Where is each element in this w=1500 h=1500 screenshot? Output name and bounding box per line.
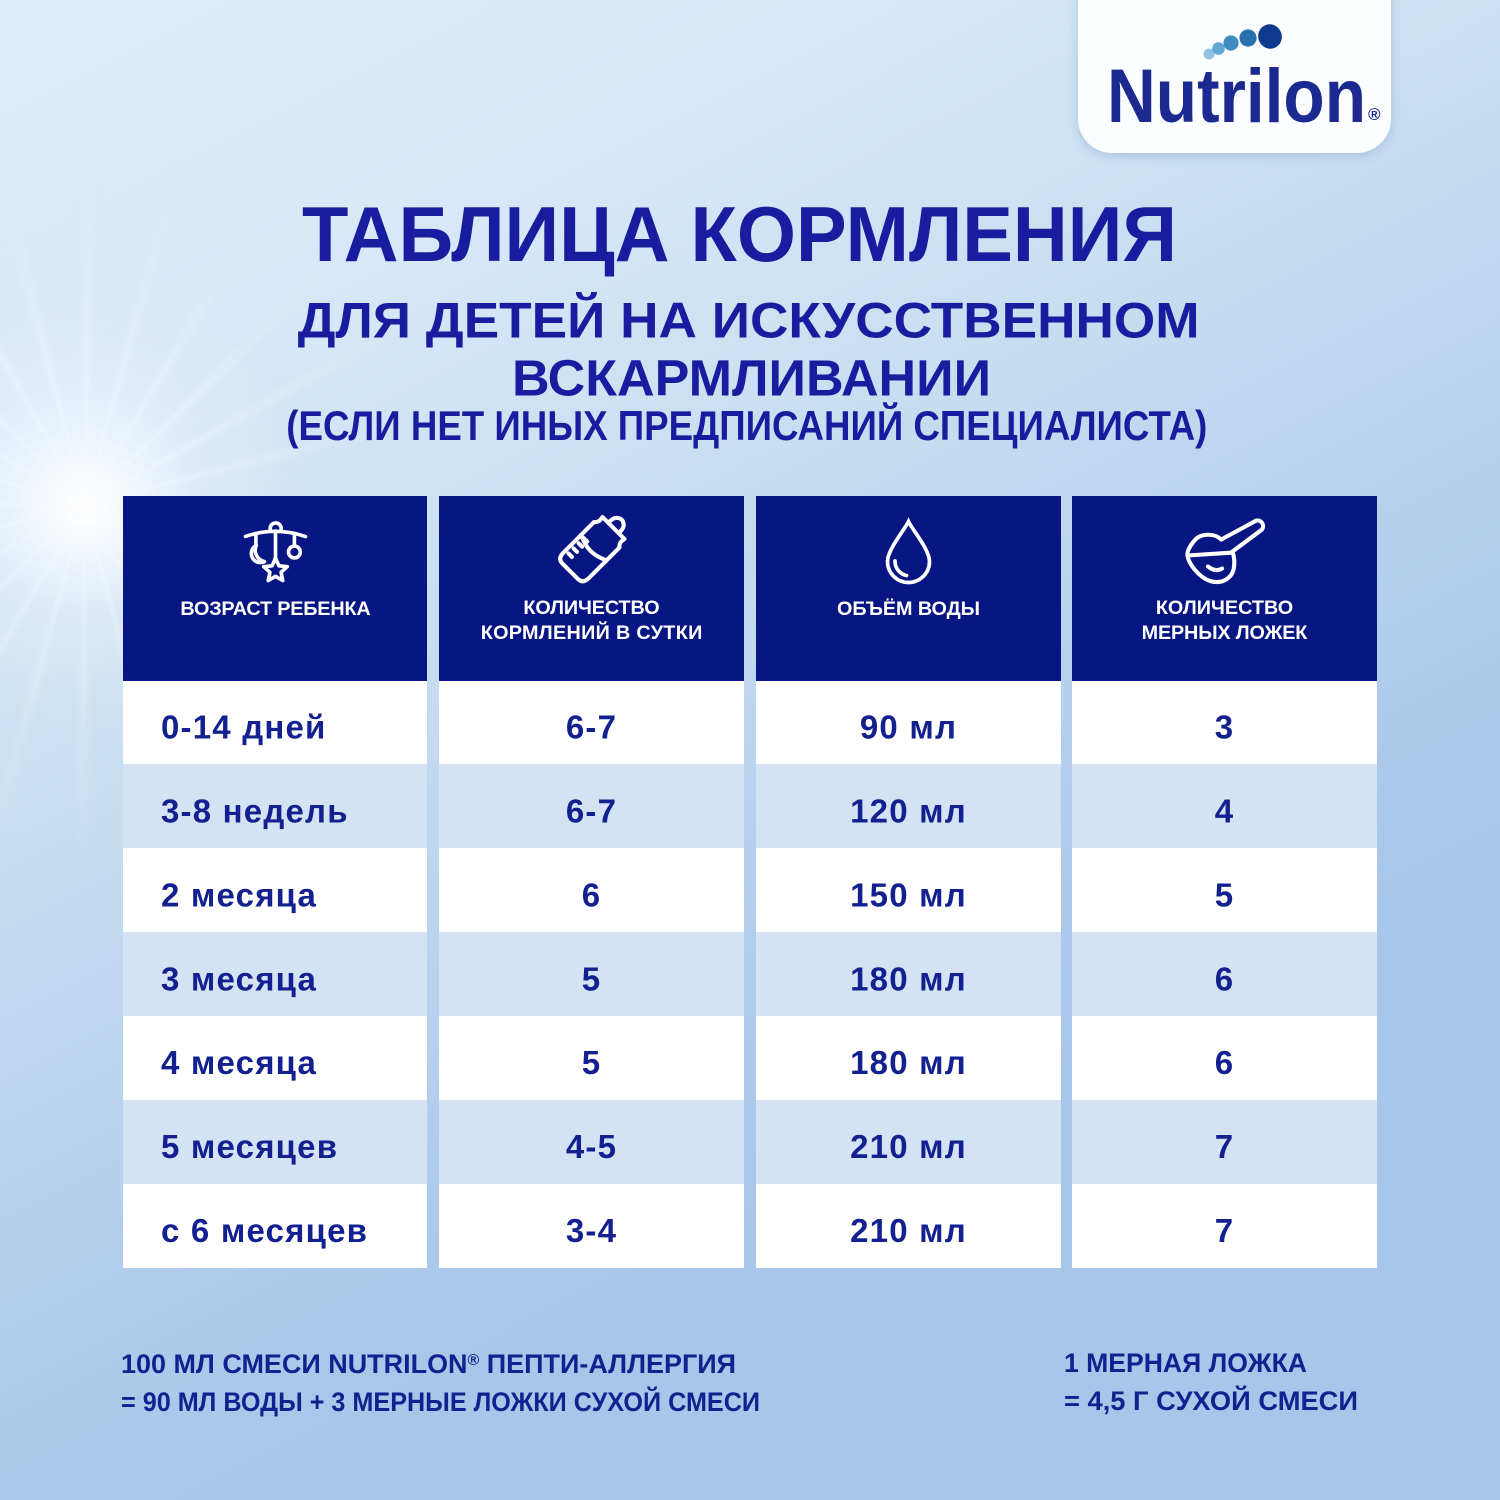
svg-text:4: 4 xyxy=(1215,792,1235,829)
svg-text:100 МЛ СМЕСИ NUTRILON® ПЕПТИ-А: 100 МЛ СМЕСИ NUTRILON® ПЕПТИ-АЛЛЕРГИЯ xyxy=(121,1349,736,1379)
svg-text:= 4,5 Г СУХОЙ СМЕСИ: = 4,5 Г СУХОЙ СМЕСИ xyxy=(1064,1385,1358,1416)
svg-text:180 мл: 180 мл xyxy=(850,1044,967,1081)
svg-text:7: 7 xyxy=(1215,1212,1235,1249)
svg-text:3-4: 3-4 xyxy=(566,1212,617,1249)
svg-text:5 месяцев: 5 месяцев xyxy=(161,1128,338,1165)
svg-text:90 мл: 90 мл xyxy=(860,709,957,746)
svg-text:2 месяца: 2 месяца xyxy=(161,876,317,913)
svg-text:3 месяца: 3 месяца xyxy=(161,960,317,997)
svg-text:5: 5 xyxy=(582,1044,602,1081)
svg-text:6: 6 xyxy=(1215,1044,1235,1081)
svg-text:4 месяца: 4 месяца xyxy=(161,1044,317,1081)
svg-text:6-7: 6-7 xyxy=(566,792,617,829)
svg-text:120 мл: 120 мл xyxy=(850,792,967,829)
svg-text:150 мл: 150 мл xyxy=(850,876,967,913)
svg-text:210 мл: 210 мл xyxy=(850,1212,967,1249)
svg-text:Nutrilon: Nutrilon xyxy=(1107,54,1366,139)
svg-text:6: 6 xyxy=(1215,960,1235,997)
svg-text:210 мл: 210 мл xyxy=(850,1128,967,1165)
svg-text:с 6 месяцев: с 6 месяцев xyxy=(161,1212,368,1249)
svg-text:КОЛИЧЕСТВО: КОЛИЧЕСТВО xyxy=(523,597,659,619)
svg-text:ВСКАРМЛИВАНИИ: ВСКАРМЛИВАНИИ xyxy=(512,349,991,406)
svg-text:ВОЗРАСТ РЕБЕНКА: ВОЗРАСТ РЕБЕНКА xyxy=(180,598,370,620)
svg-text:= 90 МЛ ВОДЫ + 3 МЕРНЫЕ ЛОЖКИ: = 90 МЛ ВОДЫ + 3 МЕРНЫЕ ЛОЖКИ СУХОЙ СМЕС… xyxy=(121,1386,760,1417)
svg-text:180 мл: 180 мл xyxy=(850,960,967,997)
svg-text:ДЛЯ ДЕТЕЙ НА ИСКУССТВЕННОМ: ДЛЯ ДЕТЕЙ НА ИСКУССТВЕННОМ xyxy=(298,292,1200,349)
svg-text:5: 5 xyxy=(582,960,602,997)
svg-text:(ЕСЛИ НЕТ ИНЫХ ПРЕДПИСАНИЙ СПЕ: (ЕСЛИ НЕТ ИНЫХ ПРЕДПИСАНИЙ СПЕЦИАЛИСТА) xyxy=(286,402,1207,449)
svg-text:ТАБЛИЦА КОРМЛЕНИЯ: ТАБЛИЦА КОРМЛЕНИЯ xyxy=(302,190,1177,278)
svg-text:5: 5 xyxy=(1215,876,1235,913)
svg-text:КОРМЛЕНИЙ В СУТКИ: КОРМЛЕНИЙ В СУТКИ xyxy=(481,620,703,644)
svg-text:®: ® xyxy=(1368,105,1381,124)
svg-text:4-5: 4-5 xyxy=(566,1128,617,1165)
svg-text:6: 6 xyxy=(582,876,602,913)
svg-text:МЕРНЫХ ЛОЖЕК: МЕРНЫХ ЛОЖЕК xyxy=(1142,622,1309,644)
svg-text:3-8 недель: 3-8 недель xyxy=(161,792,349,829)
svg-text:3: 3 xyxy=(1215,709,1235,746)
svg-text:КОЛИЧЕСТВО: КОЛИЧЕСТВО xyxy=(1156,597,1293,619)
svg-text:6-7: 6-7 xyxy=(566,709,617,746)
svg-text:7: 7 xyxy=(1215,1128,1235,1165)
svg-text:0-14 дней: 0-14 дней xyxy=(161,709,327,746)
svg-text:ОБЪЁМ ВОДЫ: ОБЪЁМ ВОДЫ xyxy=(837,597,980,620)
svg-text:1 МЕРНАЯ ЛОЖКА: 1 МЕРНАЯ ЛОЖКА xyxy=(1064,1348,1307,1378)
